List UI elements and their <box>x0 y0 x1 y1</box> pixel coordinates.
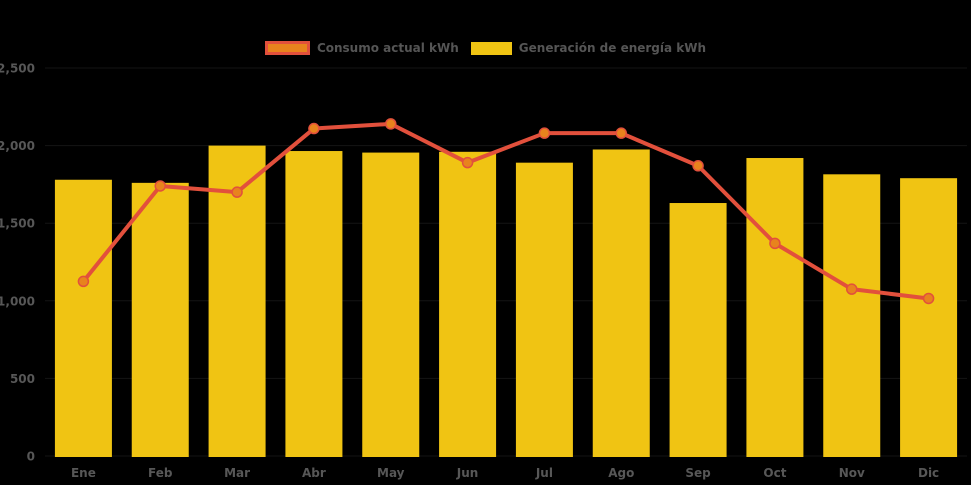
marker-sep[interactable] <box>692 160 704 172</box>
legend-item-generacion[interactable]: Generación de energía kWh <box>470 41 707 55</box>
legend-label-generacion: Generación de energía kWh <box>518 41 707 55</box>
ytick-label-1000: 1,000 <box>0 294 35 308</box>
bar-jun[interactable] <box>439 151 497 458</box>
ytick-label-2000: 2,000 <box>0 139 35 153</box>
bar-may[interactable] <box>362 152 420 458</box>
consumo-line <box>81 121 931 301</box>
xlabel-jul: Jul <box>535 466 553 480</box>
ytick-label-0: 0 <box>27 450 35 464</box>
xlabel-oct: Oct <box>763 466 786 480</box>
marker-ene[interactable] <box>77 275 90 288</box>
xlabel-mar: Mar <box>224 466 250 480</box>
marker-dic[interactable] <box>922 292 935 305</box>
marker-feb[interactable] <box>154 180 166 192</box>
xlabel-may: May <box>377 466 405 480</box>
bar-abr[interactable] <box>285 151 343 458</box>
xlabel-sep: Sep <box>685 466 711 480</box>
ytick-label-500: 500 <box>10 372 35 386</box>
generacion-bar-swatch-icon <box>470 41 512 55</box>
bar-oct[interactable] <box>746 158 804 458</box>
legend-label-consumo: Consumo actual kWh <box>316 41 459 55</box>
consumo-line-swatch-icon <box>264 41 310 55</box>
marker-jul[interactable] <box>538 127 551 139</box>
bar-dic[interactable] <box>900 178 958 457</box>
bar-ene[interactable] <box>54 179 112 457</box>
marker-jun[interactable] <box>461 156 474 169</box>
bar-ago[interactable] <box>592 149 650 458</box>
ytick-label-1500: 1,500 <box>0 217 35 231</box>
marker-oct[interactable] <box>769 237 781 250</box>
ytick-label-2500: 2,500 <box>0 62 35 76</box>
xlabel-dic: Dic <box>918 466 939 480</box>
xlabel-feb: Feb <box>148 466 173 480</box>
legend-item-consumo[interactable]: Consumo actual kWh <box>264 41 459 55</box>
marker-ago[interactable] <box>615 127 627 139</box>
xlabel-jun: Jun <box>456 466 479 480</box>
xlabel-nov: Nov <box>839 466 865 480</box>
xlabel-ene: Ene <box>71 466 96 480</box>
xlabel-ago: Ago <box>608 466 634 480</box>
marker-abr[interactable] <box>308 122 320 135</box>
bar-feb[interactable] <box>131 182 189 457</box>
bar-sep[interactable] <box>669 203 727 457</box>
marker-nov[interactable] <box>846 283 858 295</box>
legend: Consumo actual kWh Generación de energía… <box>0 41 971 55</box>
xlabel-abr: Abr <box>302 466 326 480</box>
marker-may[interactable] <box>385 118 397 130</box>
bar-nov[interactable] <box>823 174 881 457</box>
bar-jul[interactable] <box>515 162 573 457</box>
marker-mar[interactable] <box>231 186 243 198</box>
